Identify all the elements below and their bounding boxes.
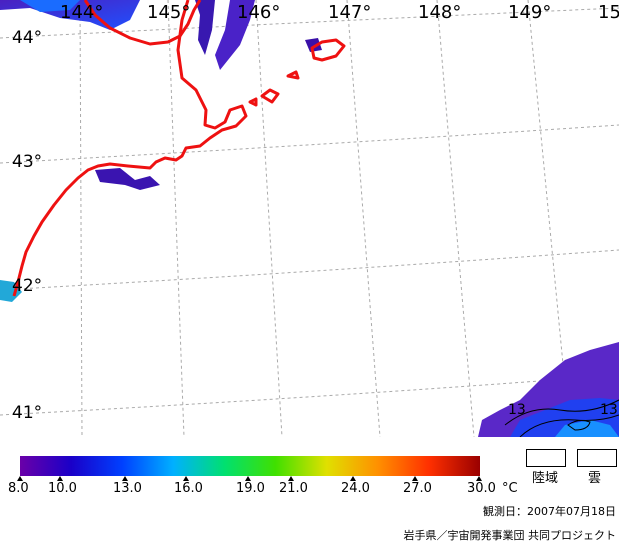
color-scale-tick-label: 19.0 [236,481,265,496]
longitude-label-148: 148° [418,2,462,23]
color-scale-tick-mark [288,476,294,481]
longitude-line-145 [167,0,185,437]
contour-line-2 [519,414,619,437]
color-scale-tick-mark [122,476,128,481]
color-scale-tick-label: 8.0 [8,481,29,496]
longitude-line-149 [527,0,571,437]
longitude-label-149: 149° [508,2,552,23]
sst-patch-northwest-inner [20,0,80,12]
longitude-line-148 [436,0,475,437]
longitude-label-144: 144° [60,2,104,23]
contour-loop [567,420,591,431]
sst-patch-cape [195,0,215,55]
color-scale-tick-label: 27.0 [403,481,432,496]
coastline-hokkaido-north [83,0,181,46]
color-scale-tick-mark [57,476,63,481]
longitude-label-147: 147° [328,2,372,23]
color-scale-tick-label: 10.0 [48,481,77,496]
color-scale-tick-label: 21.0 [279,481,308,496]
sst-map: 13 13 144° 145° 146° 147° 148° 149° 15 4… [0,0,619,437]
temperature-color-scale [20,456,480,476]
color-scale-tick-mark [17,476,23,481]
land-legend-label: 陸域 [532,471,559,486]
latitude-label-44: 44° [12,28,43,48]
longitude-line-144 [79,0,83,437]
latitude-line-44 [0,7,619,39]
coastline-island-2 [260,88,280,104]
latitude-line-43 [0,124,619,164]
observation-date: 観測日：2007年07月18日 [483,505,616,518]
color-scale-tick-label: 16.0 [174,481,203,496]
temperature-unit: °C [502,481,518,496]
contour-label-2: 13 [600,402,618,418]
sst-patch-bay [95,168,160,190]
coastline-hokkaido-east [12,0,248,297]
longitude-line-147 [346,0,381,437]
cloud-legend-label: 雲 [588,471,602,486]
color-scale-tick-label: 13.0 [113,481,142,496]
land-legend-swatch [526,449,566,467]
color-scale-tick-mark [350,476,356,481]
sst-patch-southeast-core [555,420,619,437]
color-scale-tick-mark [245,476,251,481]
latitude-label-42: 42° [12,276,43,296]
coastline-island-4 [286,70,300,80]
graticule [0,0,619,437]
latitude-label-41: 41° [12,403,43,423]
coastline-shiretoko [178,0,202,37]
sst-patch-island [305,38,322,52]
coastline-island-1 [310,38,346,62]
color-scale-tick-mark [476,476,482,481]
cloud-legend-swatch [577,449,617,467]
contour-label-1: 13 [508,402,526,418]
latitude-line-41 [0,374,619,416]
coastline-island-3 [248,97,258,107]
latitude-line-42 [0,249,619,291]
map-canvas: 13 13 [0,0,619,437]
color-scale-tick-mark [183,476,189,481]
color-scale-tick-label: 24.0 [341,481,370,496]
longitude-label-146: 146° [237,2,281,23]
color-scale-tick-label: 30.0 [467,481,496,496]
color-scale-tick-mark [412,476,418,481]
sst-patch-peninsula [215,0,255,70]
credit-text: 岩手県／宇宙開発事業団 共同プロジェクト [403,529,617,542]
longitude-line-146 [255,0,283,437]
coastline [12,0,346,297]
sst-patches [0,0,619,437]
latitude-label-43: 43° [12,152,43,172]
longitude-label-150: 15 [598,2,619,23]
contours [504,399,619,437]
longitude-label-145: 145° [147,2,191,23]
contour-line-1 [504,399,619,426]
